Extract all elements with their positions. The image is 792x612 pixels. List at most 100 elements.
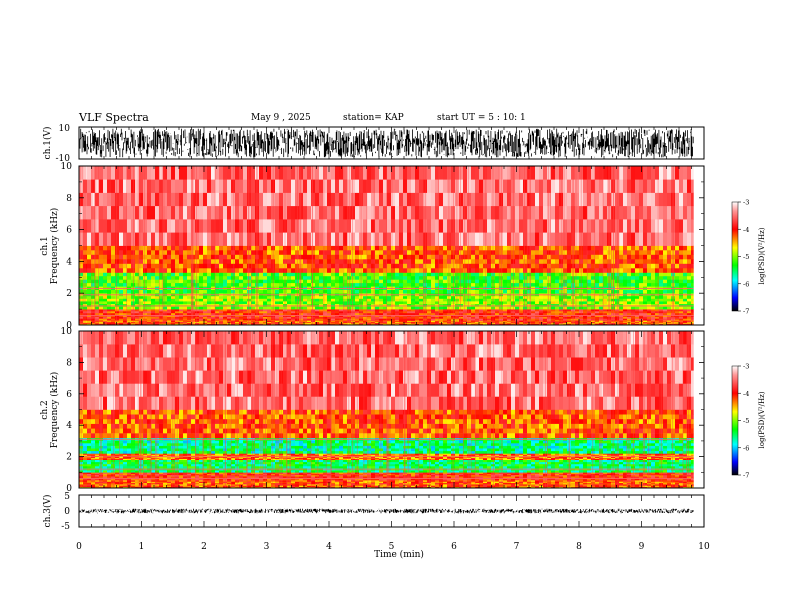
spectrogram-cell <box>399 309 404 312</box>
spectrogram-cell <box>283 259 288 264</box>
spectrogram-cell <box>215 268 220 273</box>
spectrogram-cell <box>315 321 320 323</box>
spectrogram-cell <box>139 312 144 315</box>
spectrogram-cell <box>559 309 564 312</box>
spectrogram-cell <box>379 259 384 264</box>
spectrogram-cell <box>175 306 180 310</box>
spectrogram-cell <box>283 282 288 287</box>
spectrogram-cell <box>83 298 88 302</box>
spectrogram-cell <box>167 323 172 325</box>
spectrogram-cell <box>287 295 292 299</box>
spectrogram-cell <box>375 306 380 310</box>
spectrogram-cell <box>367 250 372 255</box>
spectrogram-cell <box>91 279 96 284</box>
spectrogram-cell <box>239 295 244 299</box>
spectrogram-cell <box>351 232 356 246</box>
spectrogram-cell <box>247 312 252 315</box>
spectrogram-cell <box>543 306 548 310</box>
spectrogram-cell <box>123 320 128 322</box>
spectrogram-cell <box>227 245 232 251</box>
spectrogram-cell <box>307 311 312 314</box>
spectrogram-cell <box>459 179 464 193</box>
spectrogram-cell <box>127 276 132 280</box>
spectrogram-cell <box>215 272 220 277</box>
spectrogram-cell <box>335 219 340 233</box>
spectrogram-cell <box>327 219 332 233</box>
spectrogram-cell <box>475 318 480 321</box>
spectrogram-cell <box>531 289 536 294</box>
spectrogram-cell <box>163 166 168 180</box>
spectrogram-cell <box>175 298 180 302</box>
spectrogram-cell <box>347 254 352 260</box>
spectrogram-cell <box>99 321 104 323</box>
spectrogram-cell <box>379 320 384 322</box>
spectrogram-cell <box>171 321 176 323</box>
spectrogram-cell <box>411 192 416 207</box>
spectrogram-cell <box>391 245 396 251</box>
spectrogram-cell <box>303 192 308 207</box>
spectrogram-cell <box>319 318 324 321</box>
spectrogram-cell <box>291 321 296 323</box>
spectrogram-cell <box>311 245 316 251</box>
spectrogram-cell <box>359 309 364 312</box>
spectrogram-cell <box>343 219 348 233</box>
spectrogram-cell <box>383 295 388 299</box>
spectrogram-cell <box>151 166 156 180</box>
spectrogram-cell <box>139 205 144 220</box>
spectrogram-cell <box>607 250 612 255</box>
spectrogram-cell <box>163 268 168 273</box>
spectrogram-cell <box>95 245 100 251</box>
spectrogram-cell <box>91 306 96 310</box>
spectrogram-cell <box>355 179 360 193</box>
spectrogram-cell <box>107 323 112 325</box>
spectrogram-cell <box>559 263 564 269</box>
spectrogram-cell <box>127 263 132 269</box>
spectrogram-cell <box>183 312 188 315</box>
spectrogram-cell <box>559 306 564 310</box>
spectrogram-cell <box>79 320 84 322</box>
spectrogram-cell <box>559 219 564 233</box>
spectrogram-cell <box>607 166 612 180</box>
spectrogram-cell <box>327 309 332 312</box>
spectrogram-cell <box>83 311 88 314</box>
spectrogram-cell <box>599 268 604 273</box>
spectrogram-cell <box>239 298 244 302</box>
spectrogram-cell <box>463 282 468 287</box>
spectrogram-cell <box>383 276 388 280</box>
spectrogram-cell <box>259 321 264 323</box>
spectrogram-cell <box>427 179 432 193</box>
spectrogram-cell <box>383 268 388 273</box>
spectrogram-cell <box>283 263 288 269</box>
spectrogram-cell <box>159 318 164 321</box>
spectrogram-cell <box>603 245 608 251</box>
spectrogram-cell <box>203 311 208 314</box>
spectrogram-cell <box>327 316 332 319</box>
spectrogram-cell <box>267 219 272 233</box>
spectrogram-cell <box>211 312 216 315</box>
spectrogram-cell <box>159 245 164 251</box>
spectrogram-cell <box>123 179 128 193</box>
spectrogram-cell <box>299 268 304 273</box>
spectrogram-cell <box>503 311 508 314</box>
spectrogram-cell <box>475 250 480 255</box>
spectrogram-cell <box>143 303 148 307</box>
spectrogram-cell <box>127 312 132 315</box>
spectrogram-cell <box>523 318 528 321</box>
spectrogram-cell <box>595 289 600 294</box>
spectrogram-cell <box>551 282 556 287</box>
spectrogram-cell <box>223 316 228 319</box>
spectrogram-cell <box>399 166 404 180</box>
spectrogram-cell <box>619 295 624 299</box>
spectrogram-cell <box>523 276 528 280</box>
spectrogram-cell <box>503 309 508 312</box>
spectrogram-cell <box>123 322 128 324</box>
spectrogram-cell <box>367 312 372 315</box>
spectrogram-cell <box>259 303 264 307</box>
spectrogram-cell <box>135 322 140 324</box>
spectrogram-cell <box>343 250 348 255</box>
spectrogram-cell <box>587 272 592 277</box>
spectrogram-cell <box>443 205 448 220</box>
spectrogram-cell <box>567 306 572 310</box>
spectrogram-cell <box>275 263 280 269</box>
spectrogram-cell <box>211 268 216 273</box>
